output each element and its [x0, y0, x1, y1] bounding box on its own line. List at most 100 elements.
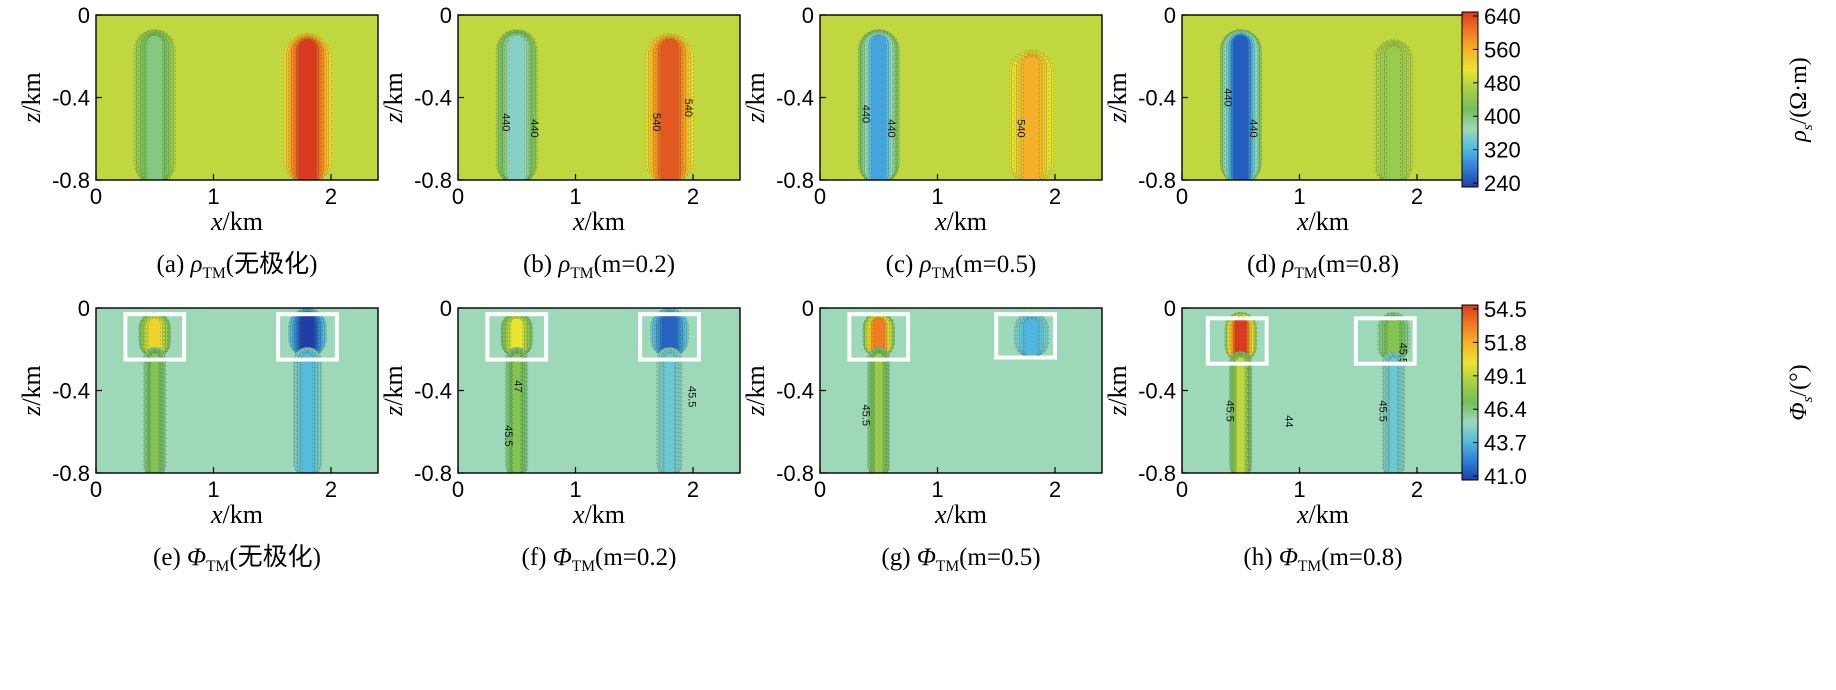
contour-label: 440 — [1221, 88, 1233, 106]
x-tick-label: 0 — [814, 184, 826, 209]
anomaly-2 — [645, 33, 694, 180]
x-tick-label: 1 — [207, 184, 219, 209]
colorbar-tick-label: 560 — [1484, 37, 1521, 62]
contour-label: 440 — [859, 105, 871, 123]
contour-label: 440 — [500, 113, 512, 131]
x-tick-label: 1 — [207, 477, 219, 502]
y-tick-label: -0.4 — [414, 86, 452, 111]
colorbar-title: ρs/(Ω·m) — [1786, 57, 1816, 142]
x-tick-label: 1 — [931, 477, 943, 502]
x-tick-label: 0 — [1176, 184, 1188, 209]
colorbar-scale — [1461, 304, 1479, 481]
panel-a: 0 1 2 0 -0.4 -0.8 x/km z/km (a) ρTM(无极化) — [17, 3, 379, 282]
x-tick-label: 0 — [1176, 477, 1188, 502]
y-tick-label: 0 — [1164, 3, 1176, 28]
colorbar-tick-label: 51.8 — [1484, 330, 1527, 355]
caption-c: (c) ρTM(m=0.5) — [886, 251, 1037, 282]
colorbar-title: Φs/(°) — [1786, 364, 1816, 420]
y-tick-label: -0.8 — [776, 168, 814, 193]
x-tick-label: 1 — [1293, 184, 1305, 209]
contour-label: 540 — [682, 99, 694, 117]
y-tick-label: 0 — [802, 296, 814, 321]
contour-label: 45.5 — [859, 405, 871, 426]
y-axis-label: z/km — [741, 72, 770, 124]
y-tick-label: 0 — [440, 3, 452, 28]
y-tick-label: 0 — [440, 296, 452, 321]
colorbar-phi: 54.5 51.8 49.1 46.4 43.7 41.0 Φs/(°) — [1461, 297, 1816, 489]
anomaly-2 — [1229, 351, 1253, 473]
x-tick-label: 2 — [1049, 477, 1061, 502]
y-tick-label: -0.8 — [52, 168, 90, 193]
y-axis-label: z/km — [17, 365, 46, 417]
x-tick-label: 0 — [90, 477, 102, 502]
contour-label: 440 — [1247, 119, 1259, 137]
anomaly-2 — [283, 33, 332, 180]
contour-label: 440 — [885, 119, 897, 137]
anomaly-3 — [1377, 311, 1410, 362]
x-tick-label: 2 — [325, 477, 337, 502]
caption-a: (a) ρTM(无极化) — [157, 250, 318, 282]
colorbar-tick-label: 320 — [1484, 138, 1521, 163]
anomaly-2 — [505, 346, 529, 473]
colorbar-tick-label: 480 — [1484, 71, 1521, 96]
contour-label: 47 — [511, 380, 523, 392]
contour-label: 45.5 — [1376, 400, 1388, 421]
x-axis-label: x/km — [572, 500, 625, 529]
highlight-box — [994, 312, 1057, 360]
anomaly-2 — [867, 346, 891, 473]
panels: 0 1 2 0 -0.4 -0.8 x/km z/km (a) ρTM(无极化) 440 440 54… — [17, 3, 1465, 575]
field-background — [1182, 308, 1464, 473]
caption-g: (g) ΦTM(m=0.5) — [881, 544, 1040, 575]
y-tick-label: -0.4 — [52, 86, 90, 111]
x-tick-label: 2 — [1411, 477, 1423, 502]
panel-e: 0 1 2 0 -0.4 -0.8 x/km z/km (e) ΦTM(无极化) — [17, 296, 379, 575]
anomaly-2 — [1008, 49, 1055, 180]
colorbar-tick-label: 400 — [1484, 104, 1521, 129]
y-axis-label: z/km — [1103, 72, 1132, 124]
y-tick-label: -0.4 — [776, 86, 814, 111]
y-tick-label: -0.4 — [414, 379, 452, 404]
colorbar-tick-label: 41.0 — [1484, 464, 1527, 489]
x-axis-label: x/km — [572, 207, 625, 236]
caption-f: (f) ΦTM(m=0.2) — [522, 544, 677, 575]
x-axis-label: x/km — [934, 207, 987, 236]
highlight-box — [123, 312, 187, 362]
y-axis-label: z/km — [741, 365, 770, 417]
anomaly-4 — [292, 346, 323, 473]
colorbars: 640 560 480 400 320 240 ρs/(Ω·m) 54.5 51.8 49.1 46… — [1461, 4, 1816, 489]
y-tick-label: 0 — [78, 296, 90, 321]
y-axis-label: z/km — [1103, 365, 1132, 417]
x-axis-label: x/km — [1296, 500, 1349, 529]
anomaly-1 — [1219, 29, 1262, 180]
x-axis-label: x/km — [210, 207, 263, 236]
panel-b: 440 440 540 540 0 1 2 0 -0.4 -0.8 x/km z/km (b) ρTM(… — [379, 3, 741, 282]
x-tick-label: 0 — [452, 184, 464, 209]
colorbar-tick-label: 640 — [1484, 4, 1521, 29]
y-tick-label: -0.8 — [1138, 168, 1176, 193]
field-background — [820, 308, 1102, 473]
x-tick-label: 2 — [1049, 184, 1061, 209]
highlight-box — [1353, 316, 1417, 366]
y-axis-label: z/km — [17, 72, 46, 124]
y-tick-label: -0.4 — [776, 379, 814, 404]
x-axis-label: x/km — [1296, 207, 1349, 236]
anomaly-1 — [133, 29, 176, 180]
caption-e: (e) ΦTM(无极化) — [153, 543, 321, 575]
x-tick-label: 0 — [814, 477, 826, 502]
y-tick-label: 0 — [802, 3, 814, 28]
x-tick-label: 2 — [1411, 184, 1423, 209]
colorbar-scale — [1461, 11, 1479, 188]
anomaly-2 — [143, 346, 167, 473]
panel-h: 45.5 44 45.5 45.5 0 1 2 0 -0.4 -0.8 x/km z/km (h) ΦT… — [1103, 296, 1465, 575]
y-tick-label: -0.8 — [1138, 461, 1176, 486]
y-axis-label: z/km — [379, 72, 408, 124]
highlight-box — [638, 312, 701, 362]
highlight-box — [1205, 316, 1269, 366]
y-tick-label: -0.4 — [52, 379, 90, 404]
y-tick-label: -0.8 — [414, 168, 452, 193]
x-tick-label: 1 — [569, 477, 581, 502]
x-tick-label: 1 — [1293, 477, 1305, 502]
contour-label: 45.5 — [1396, 343, 1408, 364]
anomaly-1 — [495, 29, 538, 180]
